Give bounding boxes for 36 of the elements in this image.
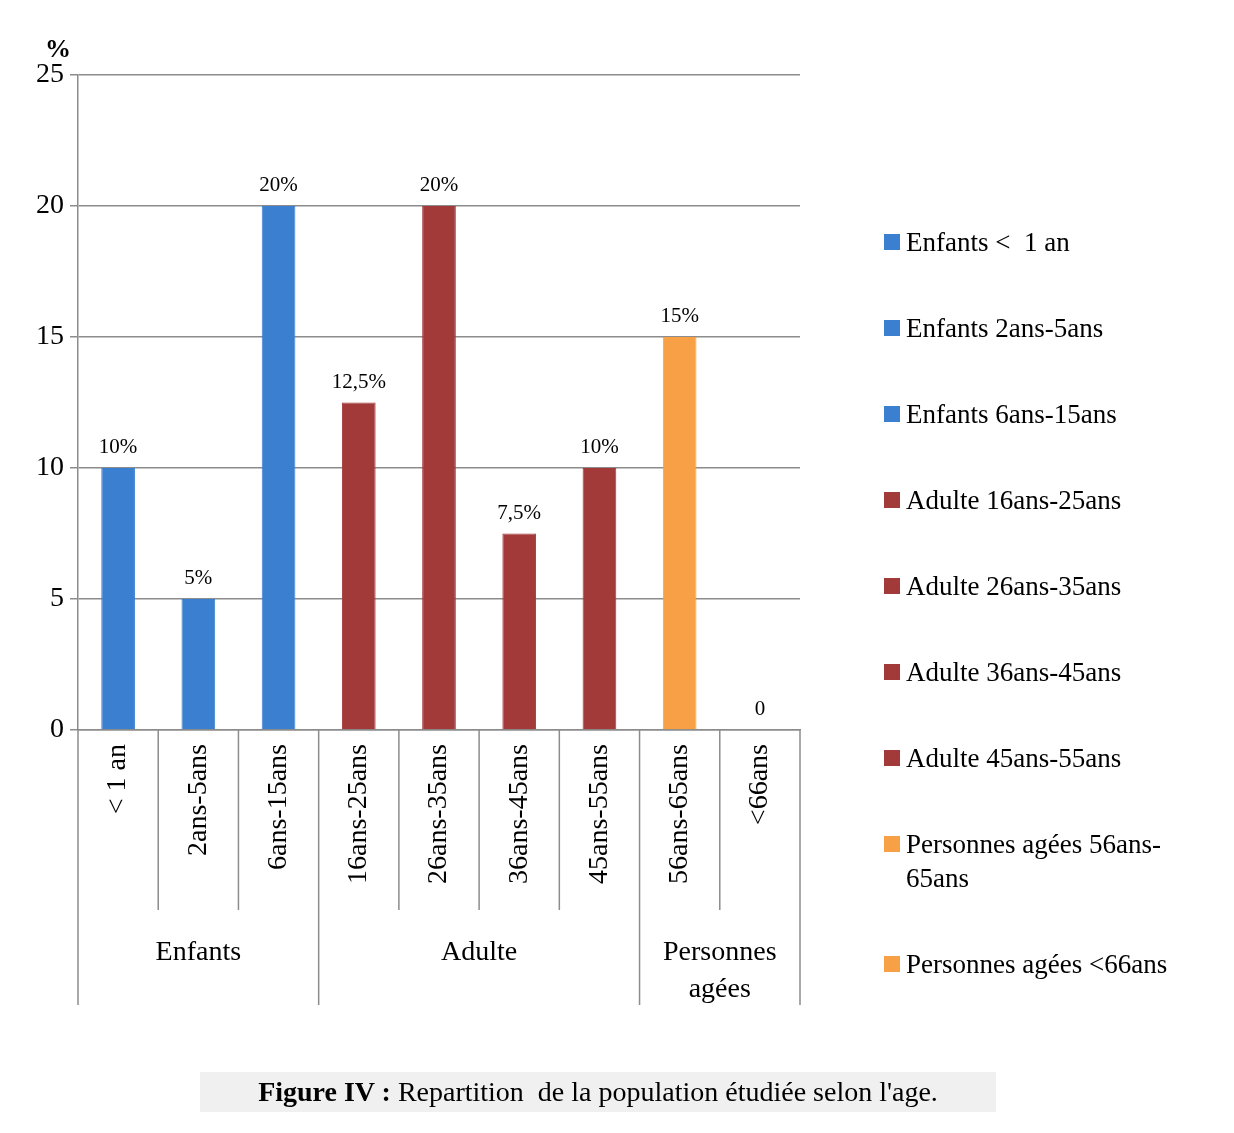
legend-label: Adulte 16ans-25ans <box>906 484 1122 517</box>
legend-label: Adulte 36ans-45ans <box>906 656 1122 689</box>
x-tick-label: < 1 an <box>100 744 132 815</box>
x-tick-label: 2ans-5ans <box>180 744 212 856</box>
x-tick-label: 16ans-25ans <box>341 744 373 884</box>
data-label: 10% <box>580 434 619 459</box>
data-label: 20% <box>259 172 298 197</box>
x-tick-label: 36ans-45ans <box>501 744 533 884</box>
y-tick-label: 20 <box>36 188 64 220</box>
data-label: 5% <box>184 565 213 590</box>
y-tick-label: 10 <box>36 450 64 482</box>
x-tick-label: 26ans-35ans <box>421 744 453 884</box>
legend-label: Enfants 6ans-15ans <box>906 398 1117 431</box>
legend-label: Enfants < 1 an <box>906 226 1070 259</box>
text: Adulte <box>441 935 518 966</box>
text: Personnes agées <box>663 935 777 1003</box>
text: Figure IV : Repartition de la population étudiée selon l'age. <box>200 1072 996 1112</box>
data-label: 7,5% <box>497 499 542 524</box>
x-tick-label: <66ans <box>742 744 774 826</box>
legend-label: Personnes agées 56ans-65ans <box>906 828 1162 895</box>
legend-label: Adulte 26ans-35ans <box>906 570 1122 603</box>
y-tick-label: 5 <box>50 581 64 613</box>
legend-label: Adulte 45ans-55ans <box>906 742 1122 775</box>
data-label: 0 <box>754 696 766 721</box>
x-tick-label: 45ans-55ans <box>581 744 613 884</box>
y-tick-label: 15 <box>36 319 64 351</box>
legend-label: Personnes agées <66ans <box>906 948 1168 981</box>
data-label: 12,5% <box>331 368 386 393</box>
text: Enfants <box>155 935 242 966</box>
data-label: 10% <box>98 434 138 459</box>
legend-label: Enfants 2ans-5ans <box>906 312 1104 345</box>
data-label: 20% <box>419 172 459 197</box>
y-tick-label: 0 <box>50 712 64 744</box>
x-tick-label: 6ans-15ans <box>260 744 292 870</box>
data-label: 15% <box>660 303 699 328</box>
x-tick-label: 56ans-65ans <box>662 744 694 884</box>
